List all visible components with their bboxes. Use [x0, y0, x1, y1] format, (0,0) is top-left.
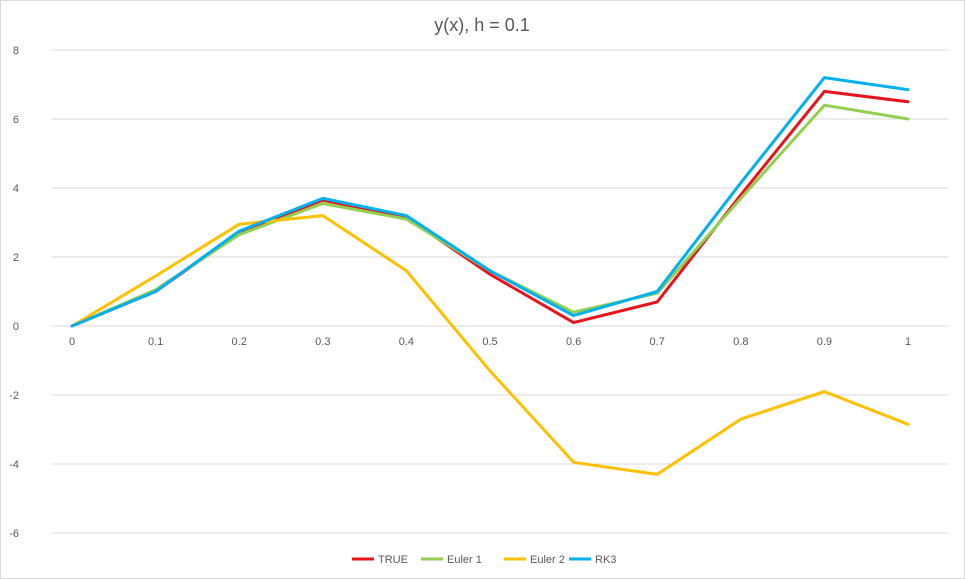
series-lines [70, 76, 910, 476]
y-tick-label: 4 [13, 183, 19, 195]
x-axis-ticks: 0 0.1 0.2 0.3 0.4 0.5 0.6 0.7 0.8 0.9 1 [69, 336, 911, 348]
x-tick-label: 0.2 [232, 336, 247, 348]
series-line-euler-2 [70, 214, 910, 476]
x-tick-label: 0.9 [817, 336, 832, 348]
y-tick-label: -4 [9, 459, 19, 471]
x-tick-label: 0.4 [399, 336, 414, 348]
y-tick-label: 2 [13, 252, 19, 264]
legend: TRUE Euler 1 Euler 2 RK3 [352, 554, 616, 566]
y-axis-ticks: -6 -4 -2 0 2 4 6 8 [9, 45, 19, 540]
y-tick-label: -6 [9, 528, 19, 540]
series-line-true [70, 89, 910, 328]
y-tick-label: -2 [9, 390, 19, 402]
chart-title: y(x), h = 0.1 [434, 15, 530, 35]
legend-label: Euler 1 [447, 554, 482, 566]
legend-label: TRUE [378, 554, 408, 566]
series-line-euler-1 [70, 103, 910, 328]
y-tick-label: 6 [13, 114, 19, 126]
x-tick-label: 0.5 [482, 336, 497, 348]
legend-label: RK3 [595, 554, 616, 566]
x-tick-label: 0.7 [650, 336, 665, 348]
y-tick-label: 0 [13, 321, 19, 333]
x-tick-label: 0.1 [148, 336, 163, 348]
x-tick-label: 0.6 [566, 336, 581, 348]
series-line-rk3 [70, 76, 910, 328]
grid-lines [51, 49, 949, 534]
x-tick-label: 0.8 [733, 336, 748, 348]
x-tick-label: 1 [905, 336, 911, 348]
y-tick-label: 8 [13, 45, 19, 57]
legend-label: Euler 2 [530, 554, 565, 566]
x-tick-label: 0.3 [315, 336, 330, 348]
x-tick-label: 0 [69, 336, 75, 348]
